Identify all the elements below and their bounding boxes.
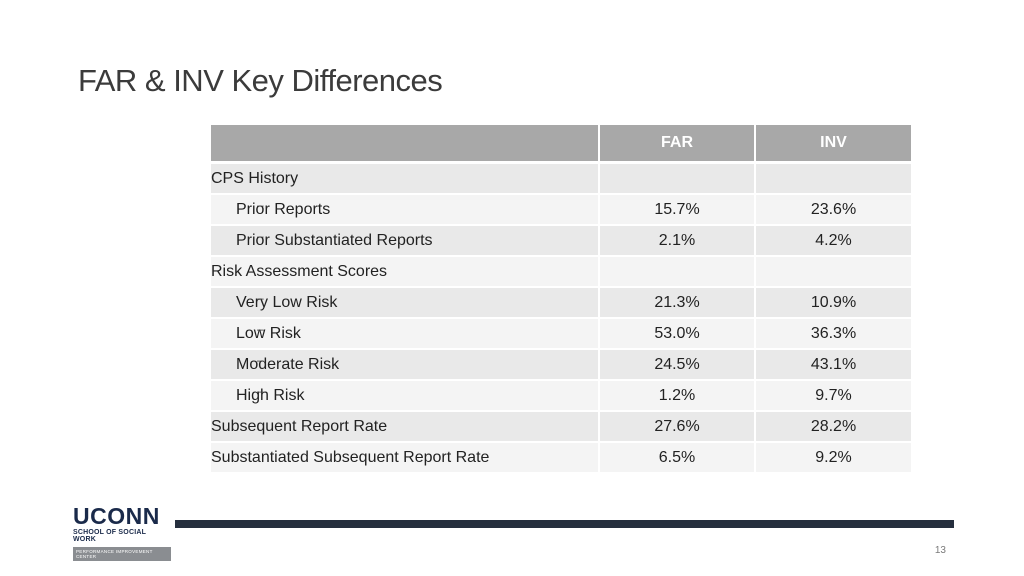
- logo-subtitle: SCHOOL OF SOCIAL WORK: [73, 529, 146, 543]
- differences-table: FAR INV CPS History – Prior Reports 15.7% 23…: [211, 125, 911, 474]
- inv-value: 28.2%: [754, 411, 911, 443]
- table-row: – Prior Substantiated Reports 2.1% 4.2%: [211, 225, 911, 257]
- table-row: – Low Risk 53.0% 36.3%: [211, 318, 911, 350]
- inv-value: 10.9%: [754, 287, 911, 319]
- row-label-text: Prior Substantiated Reports: [236, 231, 433, 249]
- bullet-dash-icon: –: [257, 353, 264, 367]
- table-row: Risk Assessment Scores: [211, 256, 911, 288]
- slide-title: FAR & INV Key Differences: [78, 63, 443, 98]
- inv-value: 23.6%: [754, 194, 911, 226]
- far-value: 6.5%: [598, 442, 755, 474]
- far-value: 21.3%: [598, 287, 755, 319]
- far-value: [598, 256, 755, 288]
- row-label-text: Low Risk: [236, 324, 301, 342]
- row-label: Subsequent Report Rate: [211, 411, 599, 443]
- table-row: – Very Low Risk 21.3% 10.9%: [211, 287, 911, 319]
- page-number: 13: [934, 545, 946, 556]
- row-label: Risk Assessment Scores: [211, 256, 599, 288]
- row-label-text: Very Low Risk: [236, 293, 338, 311]
- bullet-dash-icon: –: [257, 198, 264, 212]
- far-value: 2.1%: [598, 225, 755, 257]
- table-row: – Prior Reports 15.7% 23.6%: [211, 194, 911, 226]
- logo-bar: PERFORMANCE IMPROVEMENT CENTER: [73, 547, 171, 561]
- row-label: – Prior Substantiated Reports: [211, 225, 599, 257]
- row-label: – Moderate Risk: [211, 349, 599, 381]
- inv-value: [754, 162, 911, 195]
- row-label-text: Moderate Risk: [236, 355, 340, 373]
- row-label: – Low Risk: [211, 318, 599, 350]
- inv-value: 43.1%: [754, 349, 911, 381]
- header-far: FAR: [598, 125, 755, 164]
- row-label: – Prior Reports: [211, 194, 599, 226]
- table-row: Substantiated Subsequent Report Rate 6.5%…: [211, 442, 911, 474]
- table-row: – Moderate Risk 24.5% 43.1%: [211, 349, 911, 381]
- inv-value: 9.2%: [754, 442, 911, 474]
- row-label: – Very Low Risk: [211, 287, 599, 319]
- row-label: Substantiated Subsequent Report Rate: [211, 442, 599, 474]
- far-value: 1.2%: [598, 380, 755, 412]
- row-label-text: High Risk: [236, 386, 305, 404]
- row-label: CPS History: [211, 162, 599, 195]
- far-value: 15.7%: [598, 194, 755, 226]
- bullet-dash-icon: –: [257, 291, 264, 305]
- far-value: 27.6%: [598, 411, 755, 443]
- far-value: 53.0%: [598, 318, 755, 350]
- row-label-text: Prior Reports: [236, 200, 331, 218]
- inv-value: 9.7%: [754, 380, 911, 412]
- bullet-dash-icon: –: [257, 384, 264, 398]
- logo-wordmark: UCONN: [73, 503, 160, 529]
- table-header-row: FAR INV: [211, 125, 911, 164]
- bullet-dash-icon: –: [257, 322, 264, 336]
- footer-divider: [175, 520, 954, 528]
- header-inv: INV: [754, 125, 911, 164]
- inv-value: 4.2%: [754, 225, 911, 257]
- row-label: – High Risk: [211, 380, 599, 412]
- header-label-column: [211, 125, 599, 164]
- table-row: CPS History: [211, 162, 911, 195]
- table-row: Subsequent Report Rate 27.6% 28.2%: [211, 411, 911, 443]
- far-value: [598, 162, 755, 195]
- uconn-logo: UCONN SCHOOL OF SOCIAL WORK PERFORMANCE …: [73, 504, 171, 561]
- far-value: 24.5%: [598, 349, 755, 381]
- inv-value: [754, 256, 911, 288]
- bullet-dash-icon: –: [257, 229, 264, 243]
- table-row: – High Risk 1.2% 9.7%: [211, 380, 911, 412]
- inv-value: 36.3%: [754, 318, 911, 350]
